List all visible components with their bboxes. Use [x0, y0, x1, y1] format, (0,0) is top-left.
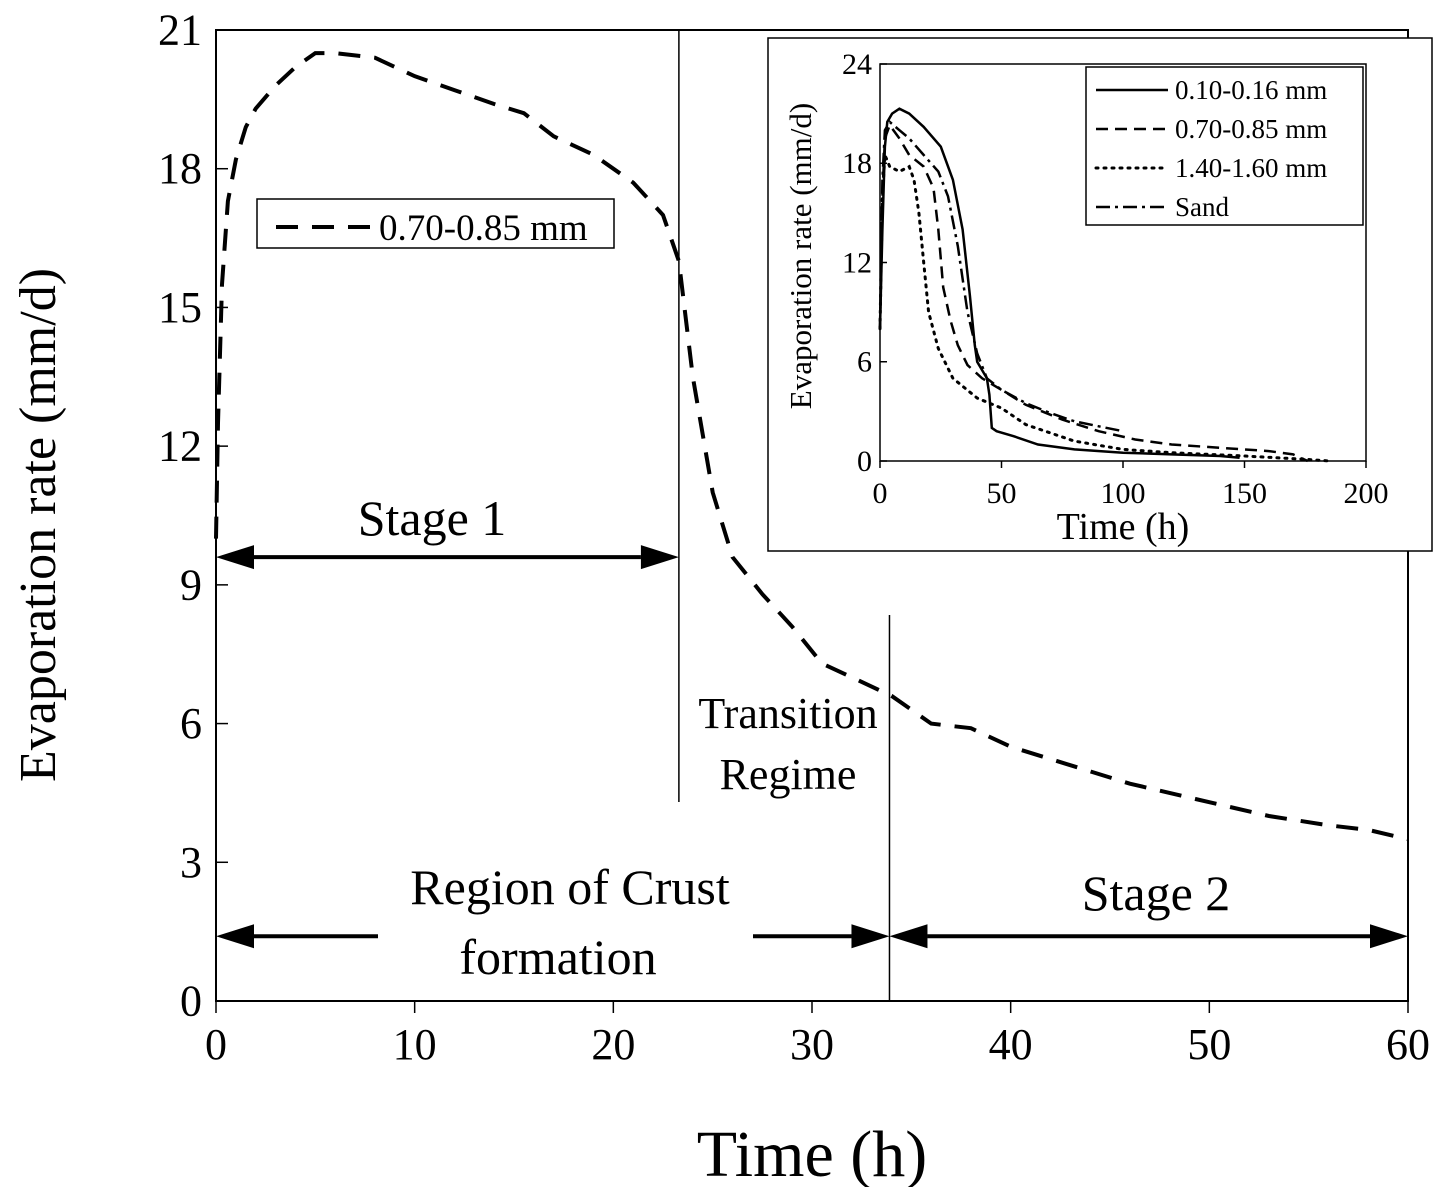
main-x-axis-label: Time (h)	[697, 1118, 927, 1187]
main-legend-label: 0.70-0.85 mm	[379, 208, 588, 249]
x-tick-label: 60	[1386, 1020, 1430, 1069]
inset-series-0.10-0.16-mm-line	[878, 107, 1240, 459]
inset-chart: 0 6 12 18 24 0 50 100 150 200 0.10-0.16 mm 0.70-…	[767, 37, 1433, 552]
stage2-arrow	[889, 924, 1408, 949]
inset-x-axis-label: Time (h)	[1057, 506, 1190, 548]
x-tick-label: 0	[873, 477, 888, 510]
y-tick-label: 18	[842, 147, 872, 180]
y-tick-label: 12	[842, 246, 872, 279]
x-tick-label: 100	[1101, 477, 1146, 510]
y-tick-label: 6	[857, 346, 872, 379]
crust-label-line2: formation	[459, 929, 656, 985]
stage1-arrow	[216, 545, 679, 570]
y-tick-label: 18	[158, 144, 202, 193]
y-tick-label: 12	[158, 422, 202, 471]
inset-legend: 0.10-0.16 mm 0.70-0.85 mm 1.40-1.60 mm S…	[1085, 66, 1364, 226]
y-tick-label: 15	[158, 283, 202, 332]
main-y-ticks: 0 3 6 9 12 15 18 21	[158, 6, 228, 1026]
x-tick-label: 30	[790, 1020, 834, 1069]
x-tick-label: 50	[987, 477, 1017, 510]
inset-series-1.40-1.60-mm-line	[878, 154, 1331, 463]
x-tick-label: 50	[1187, 1020, 1231, 1069]
main-legend: 0.70-0.85 mm	[256, 198, 615, 249]
stage2-label: Stage 2	[1082, 865, 1231, 921]
inset-legend-label-2: 1.40-1.60 mm	[1175, 153, 1327, 183]
y-tick-label: 0	[180, 977, 202, 1026]
x-tick-label: 150	[1222, 477, 1267, 510]
inset-y-ticks: 0 6 12 18 24	[842, 48, 887, 478]
inset-legend-label-0: 0.10-0.16 mm	[1175, 75, 1327, 105]
x-tick-label: 40	[989, 1020, 1033, 1069]
transition-label-line1: Transition	[698, 689, 877, 738]
inset-series-sand-line	[878, 119, 1124, 433]
inset-legend-label-1: 0.70-0.85 mm	[1175, 114, 1327, 144]
x-tick-label: 10	[393, 1020, 437, 1069]
crust-label-line1: Region of Crust	[410, 859, 730, 915]
main-x-ticks: 0 10 20 30 40 50 60	[205, 1001, 1430, 1069]
inset-legend-box	[1085, 66, 1364, 226]
transition-label-line2: Regime	[720, 750, 857, 799]
x-tick-label: 200	[1344, 477, 1389, 510]
main-y-axis-label: Evaporation rate (mm/d)	[10, 268, 67, 782]
y-tick-label: 24	[842, 48, 872, 81]
x-tick-label: 0	[205, 1020, 227, 1069]
main-arrows	[216, 545, 1408, 949]
main-legend-box	[256, 198, 615, 249]
y-tick-label: 9	[180, 560, 202, 609]
inset-legend-label-3: Sand	[1175, 192, 1230, 222]
crust-formation-arrow	[216, 924, 890, 949]
inset-series-0.70-0.85-mm-line	[878, 122, 1309, 463]
main-series-0.70-0.85-mm-line	[214, 51, 1409, 842]
stage1-label: Stage 1	[358, 490, 507, 546]
inset-y-axis-label: Evaporation rate (mm/d)	[783, 103, 818, 409]
inset-x-ticks: 0 50 100 150 200	[873, 461, 1389, 510]
y-tick-label: 0	[857, 445, 872, 478]
y-tick-label: 3	[180, 838, 202, 887]
y-tick-label: 6	[180, 699, 202, 748]
x-tick-label: 20	[591, 1020, 635, 1069]
y-tick-label: 21	[158, 6, 202, 55]
